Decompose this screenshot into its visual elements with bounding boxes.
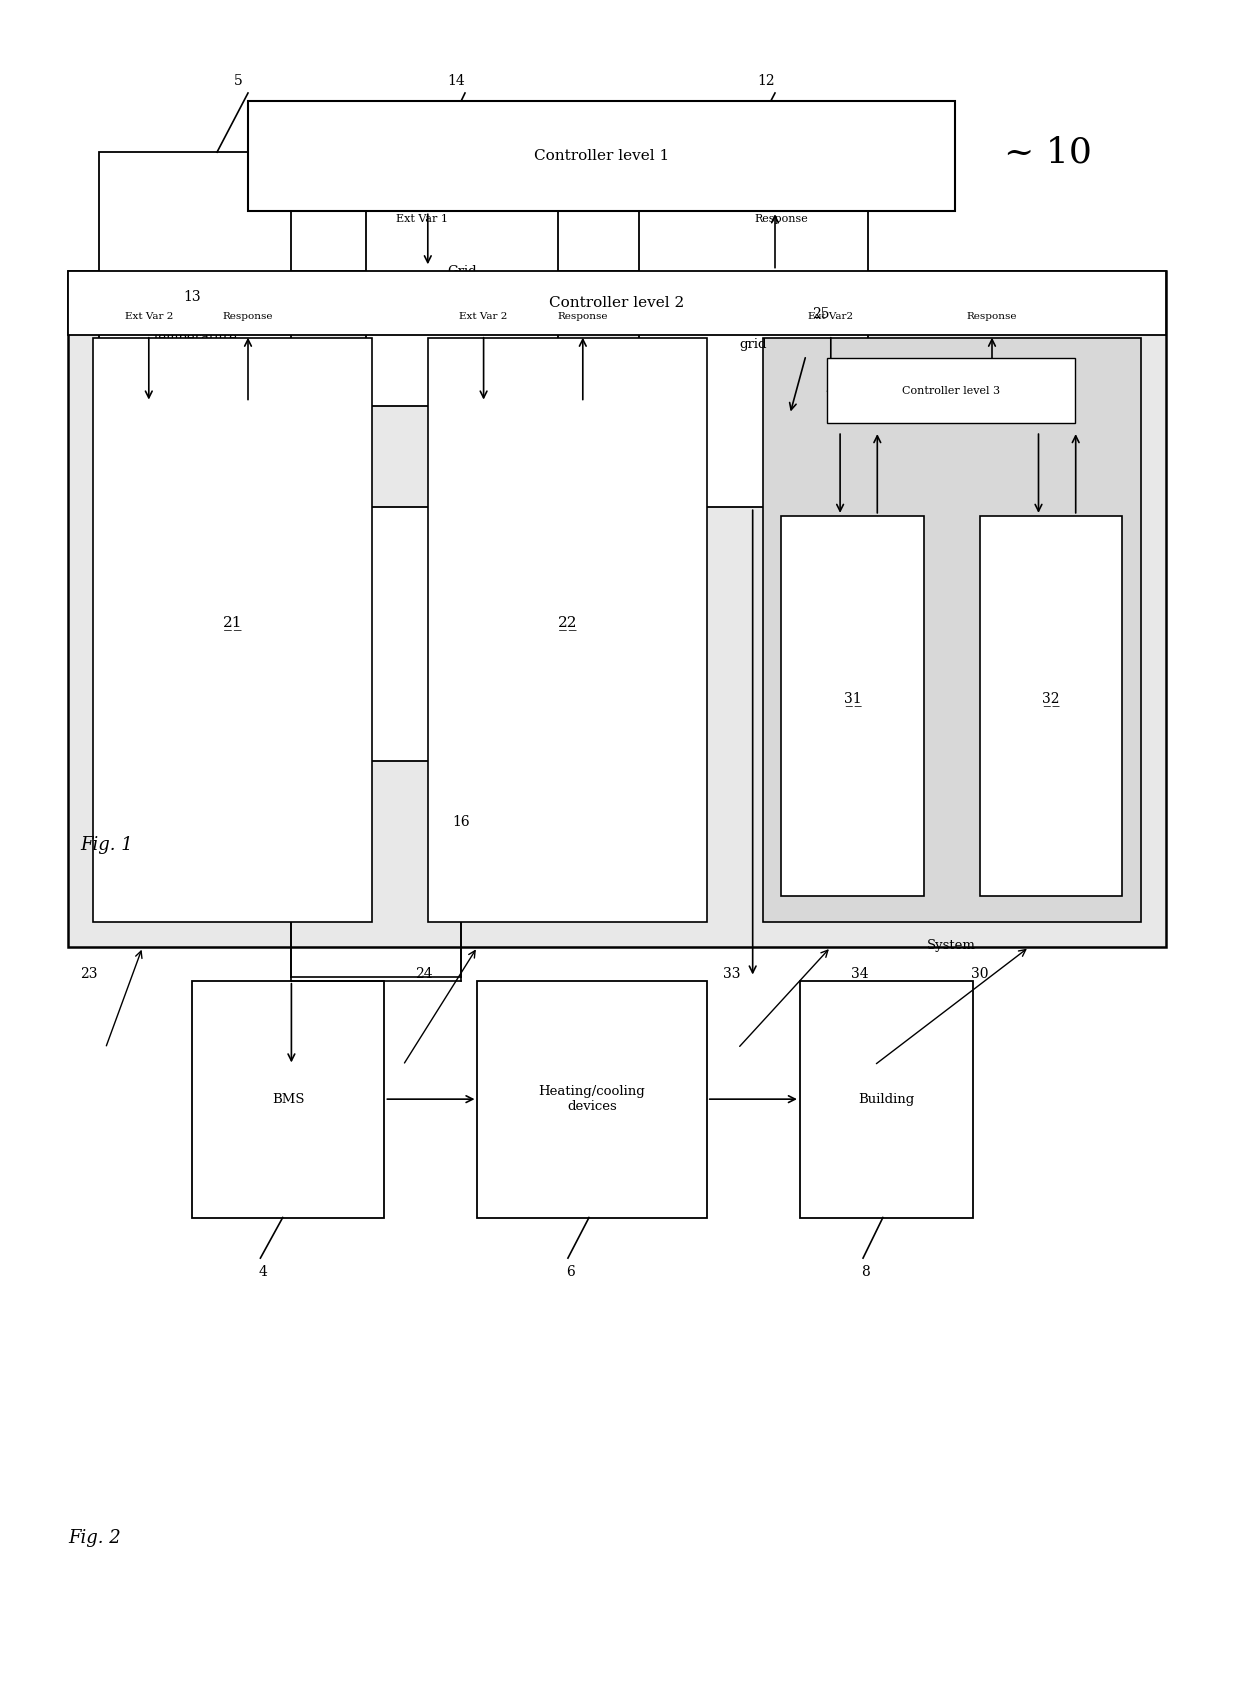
Text: Fig. 2: Fig. 2 [68, 1529, 122, 1547]
Text: 3̲2̲: 3̲2̲ [1042, 692, 1060, 705]
Text: Ext Var 2: Ext Var 2 [459, 313, 508, 321]
Bar [827, 358, 1075, 423]
Text: 33: 33 [723, 967, 740, 981]
Text: 23: 23 [81, 967, 98, 981]
Text: Controller level 3: Controller level 3 [901, 386, 1001, 396]
Text: 6: 6 [565, 1265, 575, 1278]
Text: Response: Response [967, 313, 1017, 321]
Text: 12: 12 [758, 74, 775, 88]
Bar [68, 271, 1166, 947]
Bar [366, 152, 558, 406]
Text: 34: 34 [851, 967, 868, 981]
Text: 24: 24 [415, 967, 433, 981]
Text: Grid
controller: Grid controller [429, 265, 495, 293]
Bar [800, 981, 973, 1218]
Text: Ext Var2: Ext Var2 [808, 313, 853, 321]
Bar [477, 981, 707, 1218]
Bar [980, 516, 1122, 896]
Text: ~ 10: ~ 10 [1004, 135, 1091, 169]
Text: 5: 5 [233, 74, 243, 88]
Text: 8: 8 [861, 1265, 870, 1278]
Bar [99, 152, 291, 507]
Text: Response: Response [754, 215, 808, 223]
Text: 25: 25 [812, 308, 830, 321]
Text: Outdoor
/indoor
temperature
sensor: Outdoor /indoor temperature sensor [154, 301, 237, 358]
Bar [639, 152, 868, 507]
Text: Heating
and/or electric
grid: Heating and/or electric grid [704, 308, 802, 352]
Text: System: System [926, 939, 976, 952]
Bar [192, 981, 384, 1218]
Text: 16: 16 [453, 815, 470, 829]
Text: Controller level 2: Controller level 2 [549, 296, 684, 309]
Text: 2̲1̲: 2̲1̲ [223, 616, 242, 629]
Text: Controller level 1: Controller level 1 [533, 149, 670, 164]
Text: External
controller: External controller [429, 621, 495, 648]
Text: Heating/cooling
devices: Heating/cooling devices [538, 1086, 646, 1113]
Text: Response: Response [223, 313, 273, 321]
Text: 30: 30 [971, 967, 988, 981]
Bar [366, 507, 558, 761]
Text: Fig. 1: Fig. 1 [81, 835, 134, 854]
Text: 3̲1̲: 3̲1̲ [843, 692, 862, 705]
Text: Ext Var 2: Ext Var 2 [124, 313, 174, 321]
Bar [428, 338, 707, 922]
Text: 2̲2̲: 2̲2̲ [558, 616, 577, 629]
Bar [248, 101, 955, 211]
Text: Ext Var 1: Ext Var 1 [396, 215, 448, 223]
Text: Building: Building [858, 1092, 915, 1106]
Text: 13: 13 [184, 291, 201, 304]
Text: 14: 14 [448, 74, 465, 88]
Text: 4: 4 [258, 1265, 268, 1278]
Bar [93, 338, 372, 922]
Text: Response: Response [558, 313, 608, 321]
Bar [781, 516, 924, 896]
Bar [68, 271, 1166, 335]
Bar [763, 338, 1141, 922]
Text: BMS: BMS [272, 1092, 305, 1106]
